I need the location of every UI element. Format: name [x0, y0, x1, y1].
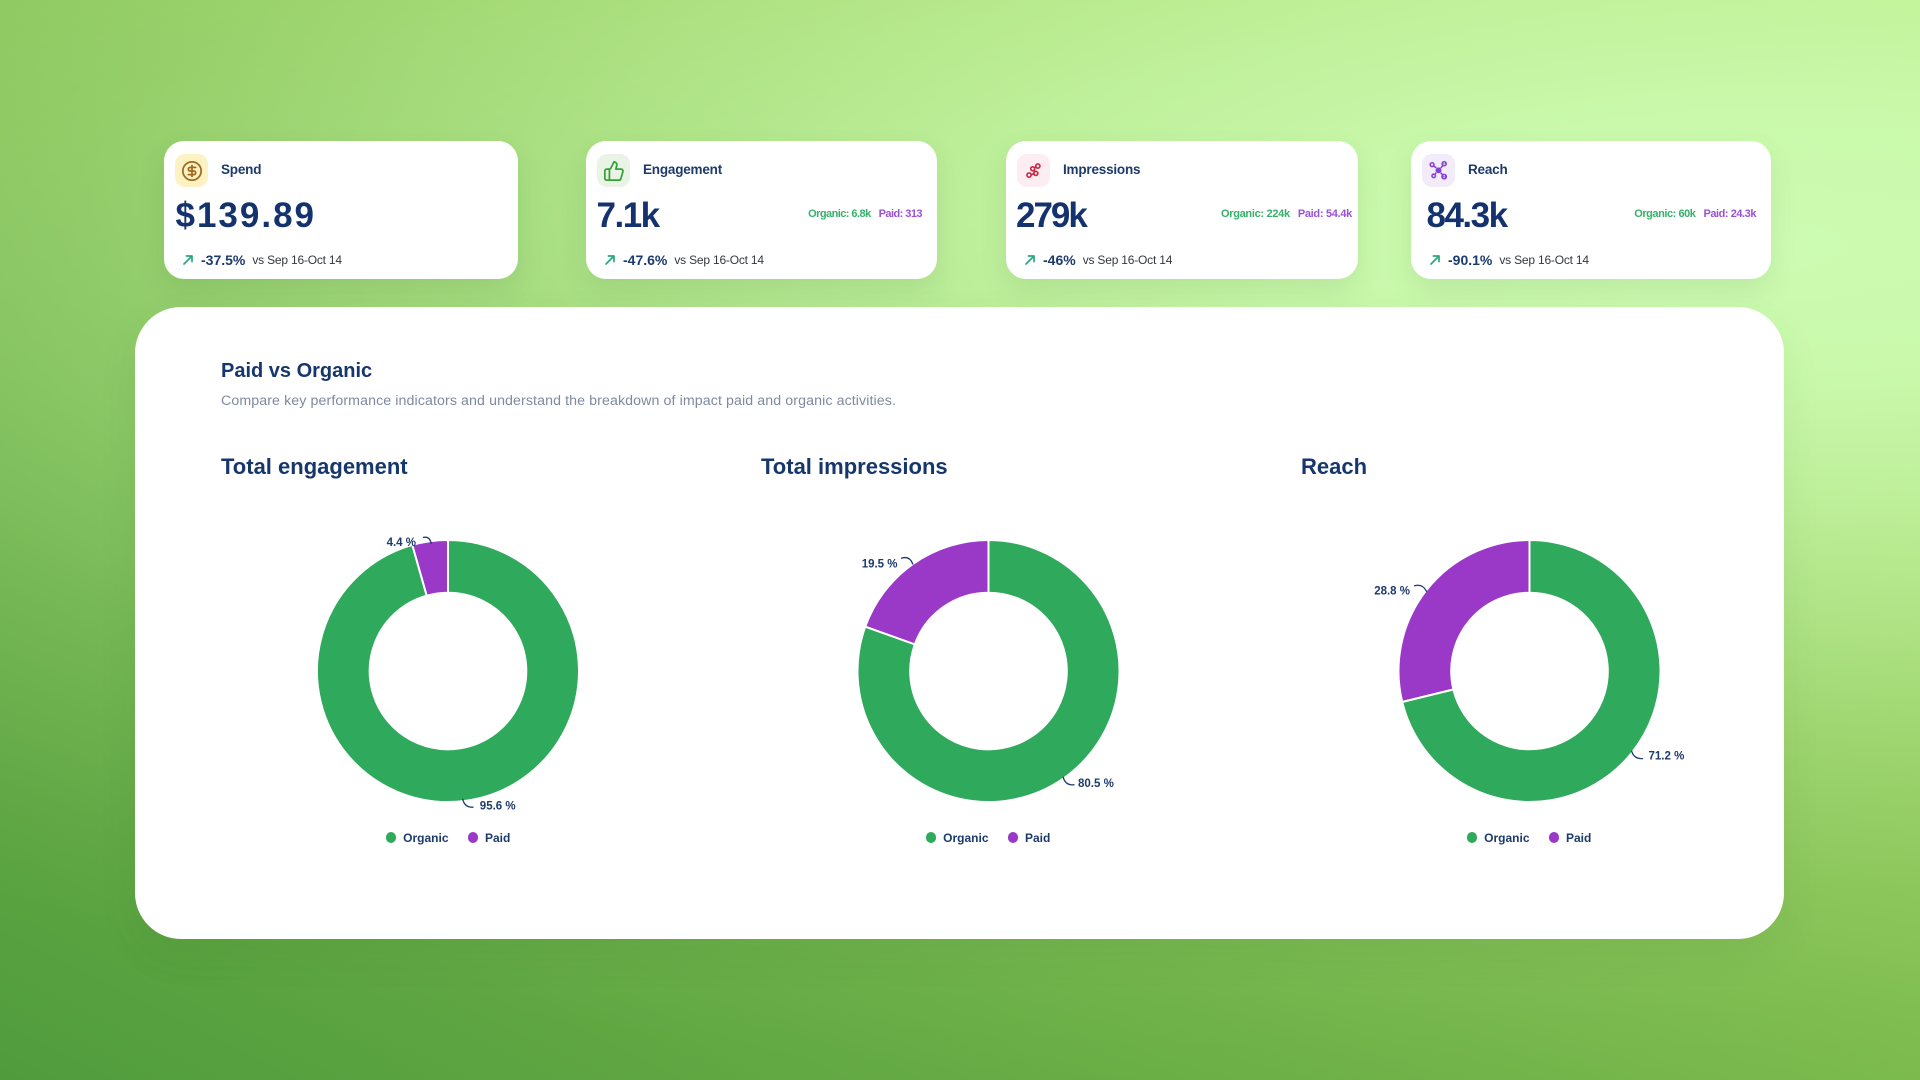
svg-text:71.2 %: 71.2 % [1649, 751, 1685, 763]
svg-text:28.8 %: 28.8 % [1374, 586, 1410, 598]
svg-text:19.5 %: 19.5 % [862, 559, 898, 571]
svg-text:4.4 %: 4.4 % [387, 537, 416, 549]
svg-text:95.6 %: 95.6 % [480, 801, 516, 813]
svg-text:80.5 %: 80.5 % [1078, 778, 1114, 790]
